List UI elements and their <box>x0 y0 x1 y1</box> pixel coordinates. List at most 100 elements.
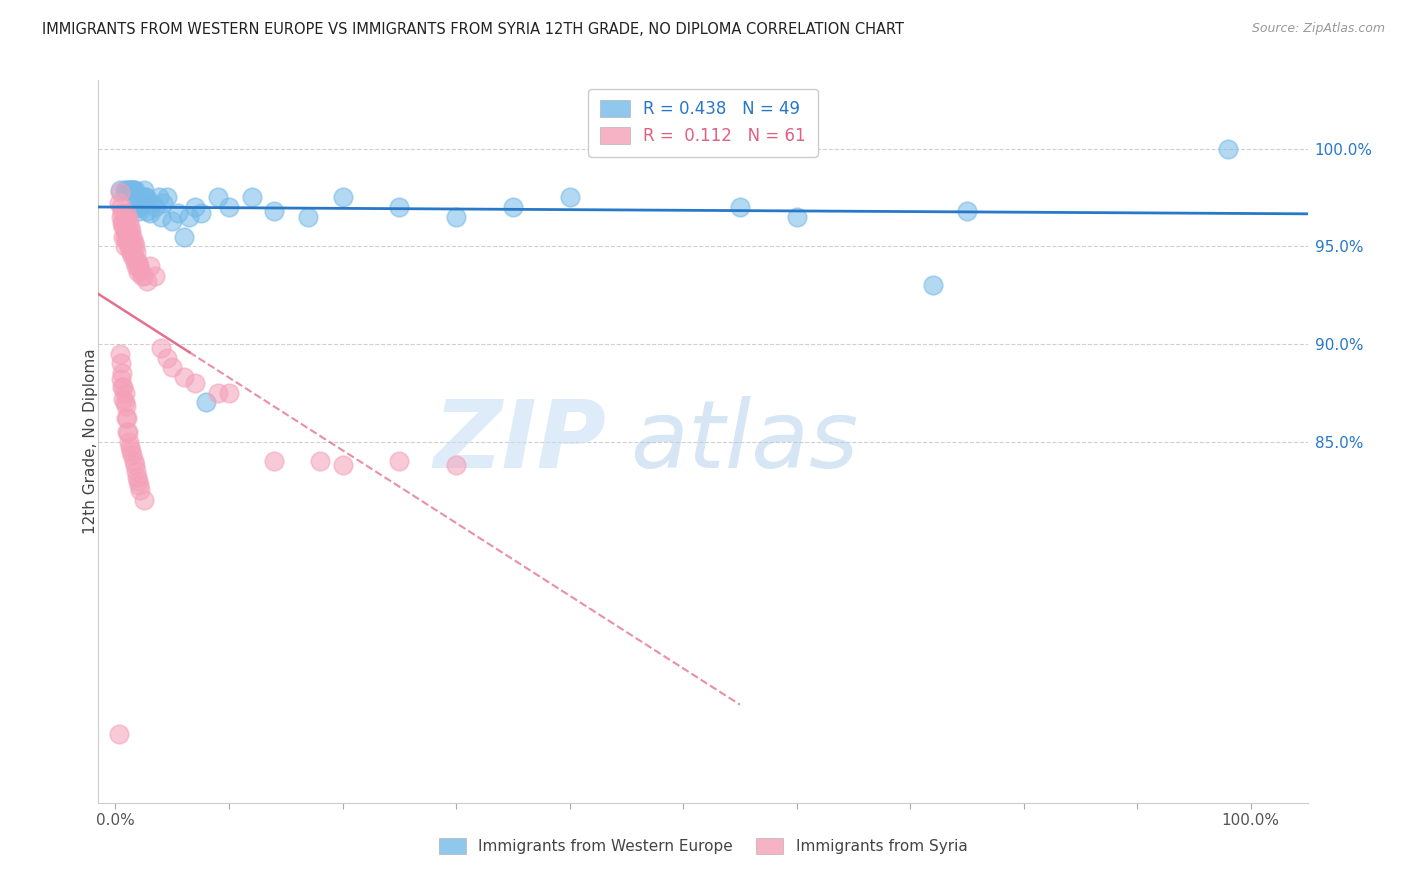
Point <box>152 196 174 211</box>
Point <box>149 210 172 224</box>
Point <box>122 249 145 263</box>
Point <box>120 243 142 257</box>
Point <box>134 190 156 204</box>
Point <box>132 493 155 508</box>
Point <box>127 200 149 214</box>
Point <box>125 245 148 260</box>
Point <box>136 204 159 219</box>
Point <box>114 400 136 414</box>
Point <box>120 444 142 458</box>
Point <box>111 380 134 394</box>
Point <box>111 206 134 220</box>
Point <box>108 196 131 211</box>
Point <box>388 454 411 468</box>
Point <box>108 183 131 197</box>
Point <box>110 356 132 370</box>
Point <box>135 190 157 204</box>
Point <box>124 255 146 269</box>
Point <box>127 265 149 279</box>
Point <box>728 200 751 214</box>
Point <box>115 235 138 250</box>
Point <box>115 224 138 238</box>
Point <box>114 183 136 197</box>
Point <box>114 411 136 425</box>
Point <box>207 385 229 400</box>
Point <box>122 235 145 250</box>
Point <box>112 219 135 234</box>
Point <box>127 474 149 488</box>
Point <box>308 454 330 468</box>
Point <box>332 458 354 472</box>
Legend: Immigrants from Western Europe, Immigrants from Syria: Immigrants from Western Europe, Immigran… <box>433 832 973 860</box>
Point <box>121 183 143 197</box>
Text: IMMIGRANTS FROM WESTERN EUROPE VS IMMIGRANTS FROM SYRIA 12TH GRADE, NO DIPLOMA C: IMMIGRANTS FROM WESTERN EUROPE VS IMMIGR… <box>42 22 904 37</box>
Point <box>131 268 153 283</box>
Point <box>128 204 150 219</box>
Point <box>110 210 132 224</box>
Point <box>115 229 138 244</box>
Point <box>118 183 141 197</box>
Point <box>132 183 155 197</box>
Point <box>141 196 163 211</box>
Point <box>118 434 141 449</box>
Point <box>112 392 135 406</box>
Point <box>108 727 131 741</box>
Point <box>114 385 136 400</box>
Point <box>1216 142 1239 156</box>
Point <box>117 224 139 238</box>
Point <box>149 341 172 355</box>
Point <box>114 206 136 220</box>
Point <box>297 210 319 224</box>
Text: ZIP: ZIP <box>433 395 606 488</box>
Point <box>120 245 142 260</box>
Point <box>118 239 141 253</box>
Point <box>112 214 135 228</box>
Point <box>108 185 131 199</box>
Point <box>129 262 152 277</box>
Point <box>786 210 808 224</box>
Point <box>124 239 146 253</box>
Point <box>125 190 148 204</box>
Point <box>173 229 195 244</box>
Point <box>184 200 207 214</box>
Point <box>218 200 240 214</box>
Point <box>112 380 135 394</box>
Point <box>332 190 354 204</box>
Point <box>160 360 183 375</box>
Point <box>120 183 142 197</box>
Point <box>127 255 149 269</box>
Point <box>112 229 135 244</box>
Point <box>114 229 136 244</box>
Point <box>128 477 150 491</box>
Point <box>118 229 141 244</box>
Point <box>502 200 524 214</box>
Point <box>136 274 159 288</box>
Point <box>138 206 160 220</box>
Point <box>922 278 945 293</box>
Point <box>444 458 467 472</box>
Point <box>240 190 263 204</box>
Point <box>114 183 136 197</box>
Point <box>117 235 139 250</box>
Point <box>167 206 190 220</box>
Point <box>120 219 142 234</box>
Point <box>121 239 143 253</box>
Point <box>143 200 166 214</box>
Point <box>263 454 285 468</box>
Point <box>114 214 136 228</box>
Point <box>125 259 148 273</box>
Point <box>218 385 240 400</box>
Point <box>184 376 207 390</box>
Point <box>173 370 195 384</box>
Point <box>388 200 411 214</box>
Point <box>148 190 170 204</box>
Point <box>207 190 229 204</box>
Point <box>125 464 148 478</box>
Point <box>155 190 177 204</box>
Point <box>117 425 139 439</box>
Point <box>122 183 145 197</box>
Point <box>121 183 143 197</box>
Point <box>160 214 183 228</box>
Point <box>121 249 143 263</box>
Point <box>121 448 143 462</box>
